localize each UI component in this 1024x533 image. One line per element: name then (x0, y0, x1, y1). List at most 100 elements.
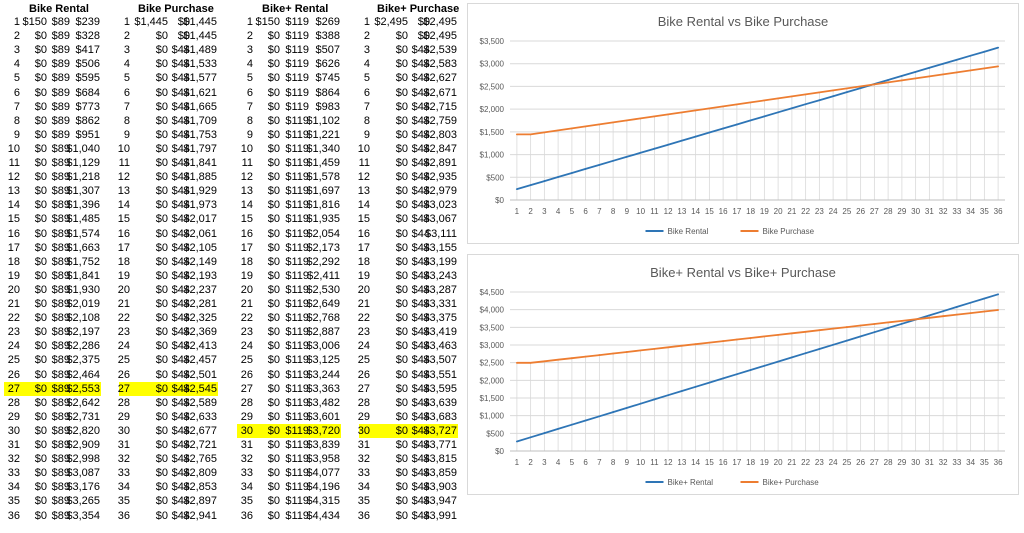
table-cell: $2,286 (66, 340, 100, 353)
table-cell: $2,803 (423, 128, 457, 141)
table-cell: 15 (7, 213, 20, 226)
table-cell: $626 (315, 58, 340, 71)
data-point (708, 131, 711, 134)
table-cell: $4,315 (306, 495, 340, 508)
data-point (859, 335, 862, 338)
table-cell: $0 (155, 241, 168, 254)
table-cell: 10 (240, 142, 253, 155)
table-cell: $119 (285, 157, 309, 169)
x-tick-label: 21 (787, 207, 796, 216)
table-cell: 12 (7, 171, 20, 184)
table-cell: $0 (395, 439, 408, 451)
table-cell: 16 (357, 227, 370, 240)
table-cell: 28 (7, 396, 20, 409)
data-point (653, 398, 656, 401)
table-cell: $1,340 (306, 142, 340, 155)
table-cell: $0 (267, 509, 280, 522)
data-point (804, 352, 807, 355)
x-tick-label: 10 (636, 458, 645, 467)
table-row: 3 $0 $44 $2,539 (359, 43, 458, 57)
x-tick-label: 16 (719, 458, 728, 467)
x-tick-label: 13 (677, 207, 686, 216)
table-cell: $0 (267, 72, 280, 85)
table-cell: $0 (177, 30, 190, 43)
table-cell: $4,196 (306, 481, 340, 494)
table-row: 5 $0 $89 $595 (4, 71, 101, 85)
data-point (667, 113, 670, 116)
table-cell: $119 (285, 396, 309, 409)
table-cell: 13 (240, 185, 253, 198)
data-point (653, 147, 656, 150)
table-cell: $0 (267, 283, 280, 296)
data-point (900, 322, 903, 325)
table-cell: $89 (51, 368, 70, 381)
table-cell: $0 (395, 424, 408, 437)
table-row: 13 $0 $119 $1,697 (237, 184, 341, 198)
table-cell: $0 (34, 382, 47, 395)
table-cell: $0 (267, 340, 280, 353)
table-row: 10 $0 $119 $1,340 (237, 142, 341, 156)
table-cell: $0 (267, 30, 280, 43)
table-cell: $2,642 (66, 396, 100, 409)
table-cell: 14 (117, 199, 130, 212)
table-cell: $119 (285, 439, 309, 451)
table-cell: $1,459 (306, 157, 340, 169)
y-tick-label: $2,000 (480, 105, 505, 114)
table-cell: $0 (34, 100, 47, 113)
table-cell: $1,445 (183, 16, 217, 28)
table-row: 16 $0 $119 $2,054 (237, 227, 341, 241)
table-cell: $1,753 (183, 128, 217, 141)
table-row: 33 $0 $119 $4,077 (237, 466, 341, 480)
table-row: 17 $0 $44 $3,155 (358, 241, 458, 255)
table-row: 20 $0 $44 $3,287 (358, 283, 458, 297)
y-tick-label: $500 (486, 173, 504, 182)
table-cell: $0 (395, 255, 408, 268)
table-cell: $44 (411, 255, 430, 268)
table-cell: $3,595 (423, 382, 457, 395)
table-cell: $0 (395, 354, 408, 367)
table-row: 25 $0 $44 $2,457 (118, 353, 218, 367)
legend-label: Bike Rental (668, 227, 709, 236)
table-cell: $89 (51, 467, 70, 480)
table-cell: $89 (51, 326, 70, 339)
table-cell: 12 (240, 171, 253, 184)
data-point (845, 91, 848, 94)
x-tick-label: 12 (664, 458, 673, 467)
data-point (790, 107, 793, 110)
table-row: 13 $0 $44 $2,979 (358, 184, 458, 198)
table-cell: $0 (417, 16, 430, 28)
table-cell: 32 (240, 453, 253, 466)
table-cell: $0 (267, 396, 280, 409)
data-point (914, 77, 917, 80)
table-row: 7 $0 $89 $773 (4, 100, 101, 114)
table-cell: 10 (117, 142, 130, 155)
data-point (928, 316, 931, 319)
table-cell: $119 (285, 199, 309, 212)
table-cell: $0 (267, 58, 280, 71)
data-point (625, 351, 628, 353)
table-cell: $119 (285, 424, 309, 437)
data-point (790, 95, 793, 98)
table-cell: $119 (285, 213, 309, 226)
table-cell: $0 (267, 481, 280, 494)
table-cell: $0 (395, 142, 408, 155)
table-row: 25 $0 $44 $3,507 (358, 353, 458, 367)
data-point (722, 377, 725, 380)
table-cell: $2,019 (66, 298, 100, 310)
table-cell: $119 (285, 128, 309, 141)
x-tick-label: 11 (650, 207, 659, 216)
table-cell: $119 (285, 241, 309, 254)
table-cell: $0 (395, 326, 408, 339)
table-row: 10 $0 $44 $1,797 (117, 142, 218, 156)
table-row: 32 $0 $44 $2,765 (118, 452, 218, 466)
table-cell: $89 (51, 495, 70, 508)
table-row: 5 $0 $44 $2,627 (359, 71, 458, 85)
x-tick-label: 8 (611, 458, 616, 467)
table-cell: $0 (395, 171, 408, 184)
data-point (887, 327, 890, 329)
table-cell: 5 (13, 72, 20, 85)
table-cell: $3,958 (306, 453, 340, 466)
table-cell: $507 (315, 44, 340, 57)
data-point (694, 109, 697, 112)
table-row: 4 $0 $119 $626 (237, 57, 341, 71)
